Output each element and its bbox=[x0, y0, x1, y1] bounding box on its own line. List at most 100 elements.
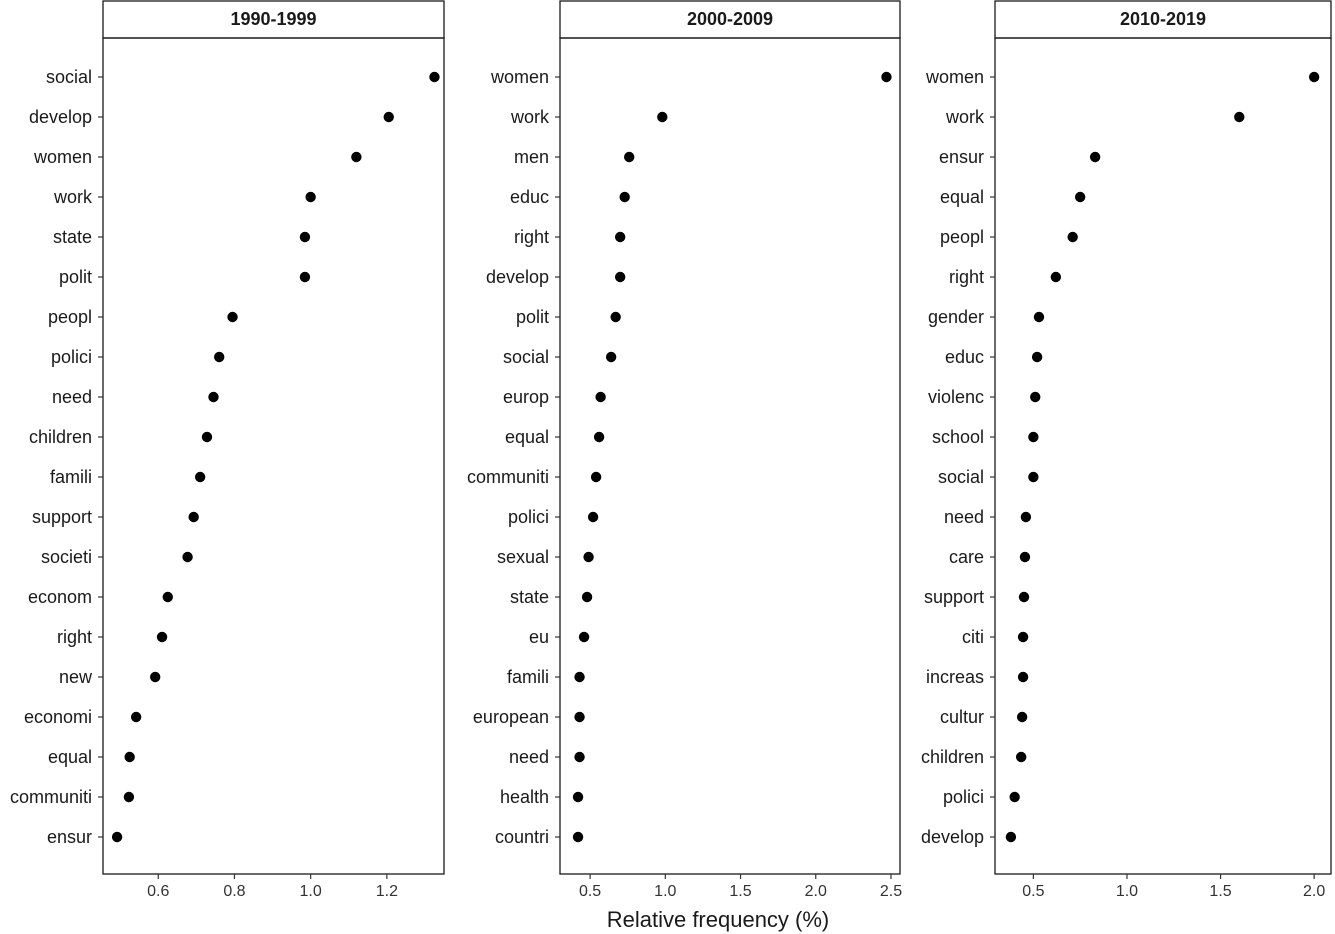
data-point bbox=[614, 231, 626, 243]
category-label: polit bbox=[516, 307, 549, 327]
data-point bbox=[1020, 511, 1032, 523]
data-point bbox=[429, 71, 440, 83]
category-label: women bbox=[490, 67, 549, 87]
category-label: need bbox=[944, 507, 984, 527]
data-point bbox=[188, 511, 199, 523]
category-label: societi bbox=[41, 547, 92, 567]
category-label: sexual bbox=[497, 547, 549, 567]
category-label: state bbox=[510, 587, 549, 607]
data-point bbox=[149, 671, 161, 683]
data-point bbox=[194, 471, 206, 483]
data-point bbox=[182, 551, 193, 563]
data-point bbox=[1028, 431, 1039, 443]
category-label: polici bbox=[51, 347, 92, 367]
data-point bbox=[578, 631, 590, 643]
category-label: social bbox=[503, 347, 549, 367]
category-label: need bbox=[509, 747, 549, 767]
category-label: europ bbox=[503, 387, 549, 407]
data-point bbox=[572, 831, 584, 843]
category-label: educ bbox=[945, 347, 984, 367]
category-label: develop bbox=[486, 267, 549, 287]
category-label: social bbox=[938, 467, 984, 487]
category-label: children bbox=[921, 747, 984, 767]
category-label: famili bbox=[50, 467, 92, 487]
x-tick-label: 1.0 bbox=[1116, 883, 1138, 900]
plot-frame bbox=[994, 37, 1332, 875]
data-point bbox=[1017, 671, 1029, 683]
data-point bbox=[583, 551, 594, 563]
category-label: new bbox=[59, 667, 93, 687]
data-point bbox=[123, 791, 135, 803]
x-tick-label: 0.6 bbox=[147, 883, 169, 900]
data-point bbox=[299, 271, 311, 283]
data-point bbox=[124, 751, 135, 763]
category-label: econom bbox=[28, 587, 92, 607]
category-label: gender bbox=[928, 307, 984, 327]
category-label: educ bbox=[510, 187, 549, 207]
data-point bbox=[305, 191, 316, 203]
data-point bbox=[574, 751, 585, 763]
data-point bbox=[351, 151, 362, 163]
x-tick-label: 2.0 bbox=[805, 883, 827, 900]
category-label: peopl bbox=[940, 227, 984, 247]
panel-title: 1990-1999 bbox=[230, 9, 316, 29]
data-point bbox=[587, 511, 599, 523]
data-point bbox=[1018, 591, 1030, 603]
panel-strip bbox=[559, 0, 901, 39]
data-point bbox=[299, 231, 311, 243]
data-point bbox=[214, 351, 225, 363]
category-label: ensur bbox=[47, 827, 92, 847]
category-label: citi bbox=[962, 627, 984, 647]
category-label: develop bbox=[921, 827, 984, 847]
category-label: right bbox=[949, 267, 984, 287]
data-point bbox=[383, 111, 394, 123]
x-tick-label: 2.0 bbox=[1303, 883, 1325, 900]
panel-strip bbox=[994, 0, 1332, 39]
x-tick-label: 0.5 bbox=[1022, 883, 1044, 900]
category-label: work bbox=[945, 107, 985, 127]
x-tick-label: 1.2 bbox=[376, 883, 398, 900]
data-point bbox=[1033, 311, 1045, 323]
data-point bbox=[581, 591, 593, 603]
panel-0: 1990-1999 social develop women work state poli… bbox=[10, 0, 445, 900]
data-point bbox=[1031, 351, 1043, 363]
data-point bbox=[1017, 631, 1029, 643]
data-point bbox=[1019, 551, 1031, 563]
data-point bbox=[610, 311, 621, 323]
data-point bbox=[605, 351, 617, 363]
panel-strip bbox=[102, 0, 445, 39]
panel-title: 2000-2009 bbox=[687, 9, 773, 29]
data-point bbox=[1028, 471, 1039, 483]
category-label: develop bbox=[29, 107, 92, 127]
category-label: polici bbox=[943, 787, 984, 807]
category-label: equal bbox=[940, 187, 984, 207]
category-label: communiti bbox=[10, 787, 92, 807]
category-label: peopl bbox=[48, 307, 92, 327]
category-label: men bbox=[514, 147, 549, 167]
category-label: european bbox=[473, 707, 549, 727]
data-point bbox=[1016, 711, 1028, 723]
category-label: need bbox=[52, 387, 92, 407]
category-label: work bbox=[510, 107, 550, 127]
x-tick-label: 1.5 bbox=[1209, 883, 1231, 900]
data-point bbox=[1030, 391, 1041, 403]
category-label: eu bbox=[529, 627, 549, 647]
data-point bbox=[1009, 791, 1020, 803]
data-point bbox=[1308, 71, 1320, 83]
category-label: economi bbox=[24, 707, 92, 727]
data-point bbox=[162, 591, 173, 603]
data-point bbox=[1067, 231, 1078, 243]
x-tick-label: 2.5 bbox=[880, 883, 902, 900]
category-label: polici bbox=[508, 507, 549, 527]
category-label: right bbox=[514, 227, 549, 247]
data-point bbox=[574, 671, 585, 683]
data-point bbox=[1050, 271, 1062, 283]
category-label: cultur bbox=[940, 707, 984, 727]
x-tick-label: 0.8 bbox=[223, 883, 245, 900]
category-label: support bbox=[32, 507, 92, 527]
category-label: famili bbox=[507, 667, 549, 687]
data-point bbox=[574, 711, 585, 723]
category-label: right bbox=[57, 627, 92, 647]
category-label: communiti bbox=[467, 467, 549, 487]
